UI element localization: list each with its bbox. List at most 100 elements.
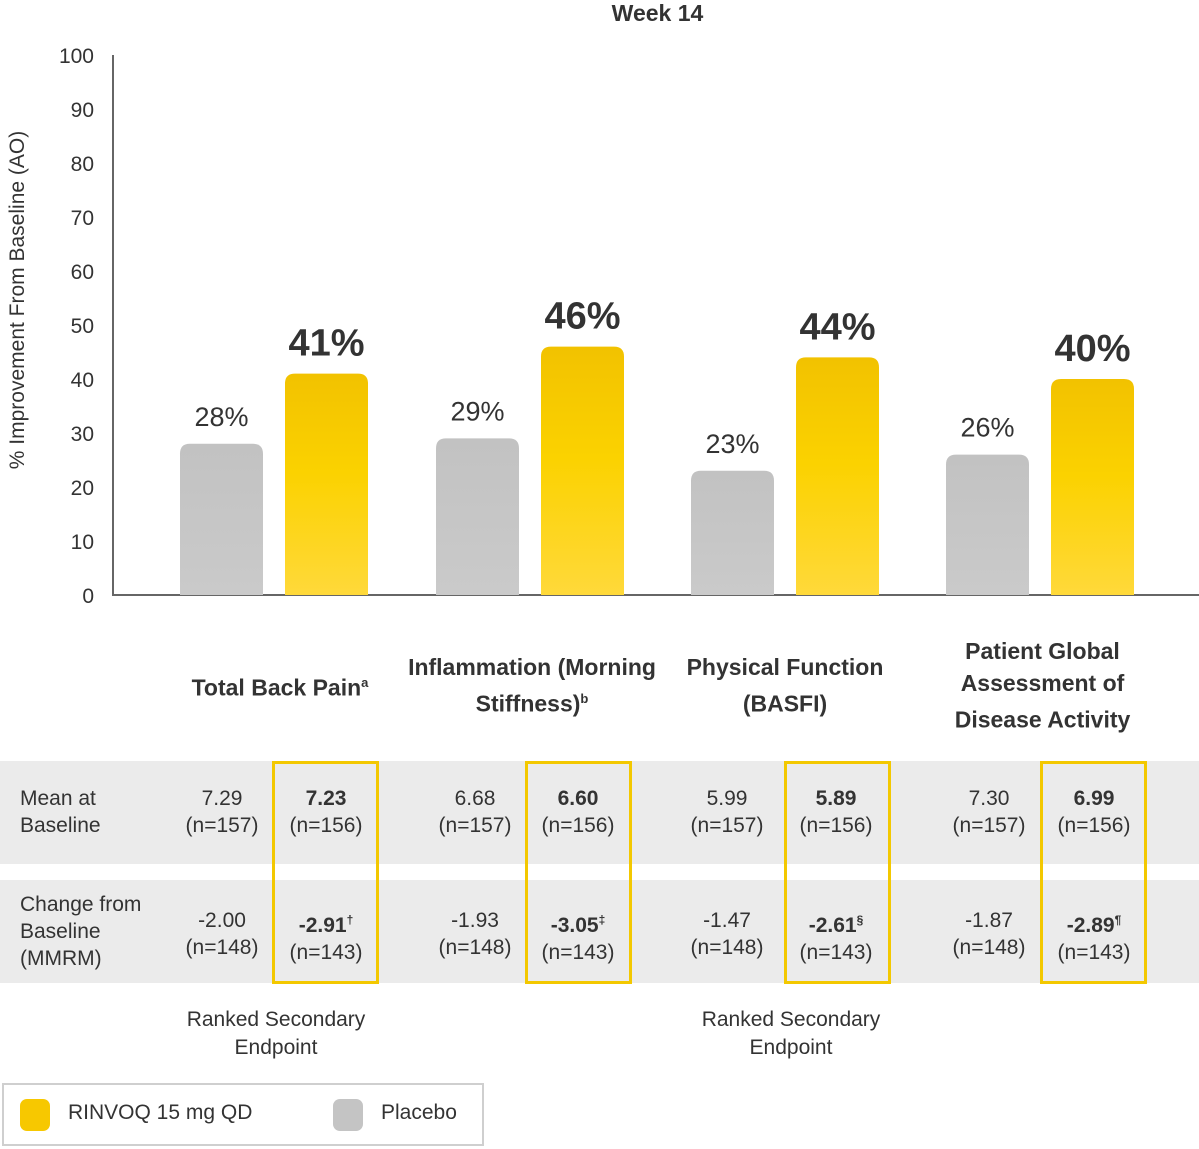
table-cell: -1.87 (n=148) [934, 907, 1044, 961]
row-label-mean-at-baseline: Mean at Baseline [20, 787, 101, 837]
cell-value: -2.89¶ [1066, 913, 1122, 937]
cell-value: 7.29 [201, 787, 243, 810]
cell-footnote-mark: ‡ [598, 913, 606, 927]
cell-n: (n=143) [289, 941, 363, 964]
data-label-placebo: 23% [705, 429, 759, 459]
cell-value: 7.23 [305, 787, 347, 810]
cell-n: (n=143) [541, 941, 615, 964]
legend-swatch-rinvoq [20, 1099, 50, 1131]
ranked-secondary-endpoint-note: Ranked Secondary Endpoint [186, 1008, 366, 1059]
y-tick-label: 90 [71, 99, 94, 122]
data-label-placebo: 26% [960, 413, 1014, 443]
table-cell: -2.91† (n=143) [271, 907, 381, 966]
y-tick-label: 70 [71, 207, 94, 230]
cell-n: (n=157) [438, 814, 512, 837]
bar-placebo [691, 470, 774, 595]
cell-value: 7.30 [968, 787, 1010, 810]
cell-footnote-mark: ¶ [1114, 913, 1122, 927]
category-label-patient-global: Patient Global Assessment of Disease Act… [954, 637, 1131, 733]
cell-n: (n=156) [799, 814, 873, 837]
table-cell: -1.47 (n=148) [672, 907, 782, 961]
y-tick-label: 30 [71, 423, 94, 446]
category-label-inflammation: Inflammation (Morning Stiffness)b [408, 653, 656, 717]
cell-n: (n=157) [185, 814, 259, 837]
table-cell: -2.61§ (n=143) [781, 907, 891, 966]
y-axis-title: % Improvement From Baseline (AO) [6, 131, 29, 469]
y-tick-label: 100 [59, 45, 94, 68]
cell-value: 5.89 [815, 787, 857, 810]
cell-value: -1.93 [451, 909, 499, 932]
category-label-physical-function: Physical Function (BASFI) [686, 653, 884, 717]
chart-title: Week 14 [611, 0, 704, 26]
cell-value: 6.68 [454, 787, 496, 810]
y-tick-label: 0 [82, 585, 94, 608]
cell-n: (n=156) [541, 814, 615, 837]
legend-label-rinvoq: RINVOQ 15 mg QD [68, 1101, 253, 1124]
table-cell: 6.60 (n=156) [523, 785, 633, 839]
cell-value: -2.00 [198, 909, 246, 932]
cell-value: -2.61§ [808, 913, 864, 937]
data-label-placebo: 28% [194, 402, 248, 432]
y-tick-label: 20 [71, 477, 94, 500]
chart-bars [180, 346, 1134, 595]
cell-value: 6.99 [1073, 787, 1115, 810]
table-cell: 6.68 (n=157) [420, 785, 530, 839]
cell-n: (n=143) [1057, 941, 1131, 964]
cell-n: (n=157) [952, 814, 1026, 837]
cell-footnote-mark: † [346, 913, 354, 927]
y-tick-label: 10 [71, 531, 94, 554]
chart-value-labels: 28% 29% 23% 26% 41% 46% 44% 40% [194, 296, 1130, 459]
table-cell: -2.00 (n=148) [167, 907, 277, 961]
cell-footnote-mark: § [856, 913, 864, 927]
cell-value: 5.99 [706, 787, 748, 810]
table-cell: 7.29 (n=157) [167, 785, 277, 839]
ranked-secondary-endpoint-note: Ranked Secondary Endpoint [701, 1008, 881, 1059]
table-cell: 7.23 (n=156) [271, 785, 381, 839]
chart-legend: RINVOQ 15 mg QD Placebo [2, 1083, 484, 1146]
rinvoq-column-highlight [1040, 761, 1147, 984]
bar-rinvoq [1051, 379, 1134, 595]
cell-n: (n=148) [952, 936, 1026, 959]
cell-value: -3.05‡ [550, 913, 606, 937]
table-cell: 7.30 (n=157) [934, 785, 1044, 839]
row-label-change-from-baseline: Change from Baseline (MMRM) [20, 893, 142, 970]
data-label-rinvoq: 41% [288, 323, 364, 365]
table-cell: 5.89 (n=156) [781, 785, 891, 839]
bar-rinvoq [541, 346, 624, 595]
category-label-total-back-pain: Total Back Paina [191, 674, 369, 701]
cell-n: (n=148) [438, 936, 512, 959]
cell-n: (n=156) [1057, 814, 1131, 837]
cell-n: (n=148) [185, 936, 259, 959]
cell-n: (n=156) [289, 814, 363, 837]
table-cell: 5.99 (n=157) [672, 785, 782, 839]
y-tick-label: 80 [71, 153, 94, 176]
rinvoq-column-highlight [784, 761, 891, 984]
data-label-rinvoq: 44% [799, 306, 875, 348]
table-cell: 6.99 (n=156) [1039, 785, 1149, 839]
rinvoq-column-highlight [272, 761, 379, 984]
bar-placebo [436, 438, 519, 595]
cell-value: -2.91† [298, 913, 354, 937]
cell-value: -1.87 [965, 909, 1013, 932]
data-label-rinvoq: 46% [544, 296, 620, 338]
cell-n: (n=143) [799, 941, 873, 964]
table-row-mean-baseline-band [0, 761, 1199, 864]
cell-value: 6.60 [557, 787, 599, 810]
table-cell: -2.89¶ (n=143) [1039, 907, 1149, 966]
y-tick-label: 60 [71, 261, 94, 284]
rinvoq-column-highlight [525, 761, 632, 984]
data-label-placebo: 29% [450, 396, 504, 426]
bar-rinvoq [285, 373, 368, 595]
cell-n: (n=148) [690, 936, 764, 959]
table-cell: -1.93 (n=148) [420, 907, 530, 961]
y-tick-label: 40 [71, 369, 94, 392]
bar-placebo [946, 454, 1029, 595]
bar-placebo [180, 443, 263, 595]
table-row-change-baseline-band [0, 880, 1199, 983]
cell-n: (n=157) [690, 814, 764, 837]
legend-swatch-placebo [333, 1099, 363, 1131]
cell-value: -1.47 [703, 909, 751, 932]
data-label-rinvoq: 40% [1054, 328, 1130, 370]
table-cell: -3.05‡ (n=143) [523, 907, 633, 966]
